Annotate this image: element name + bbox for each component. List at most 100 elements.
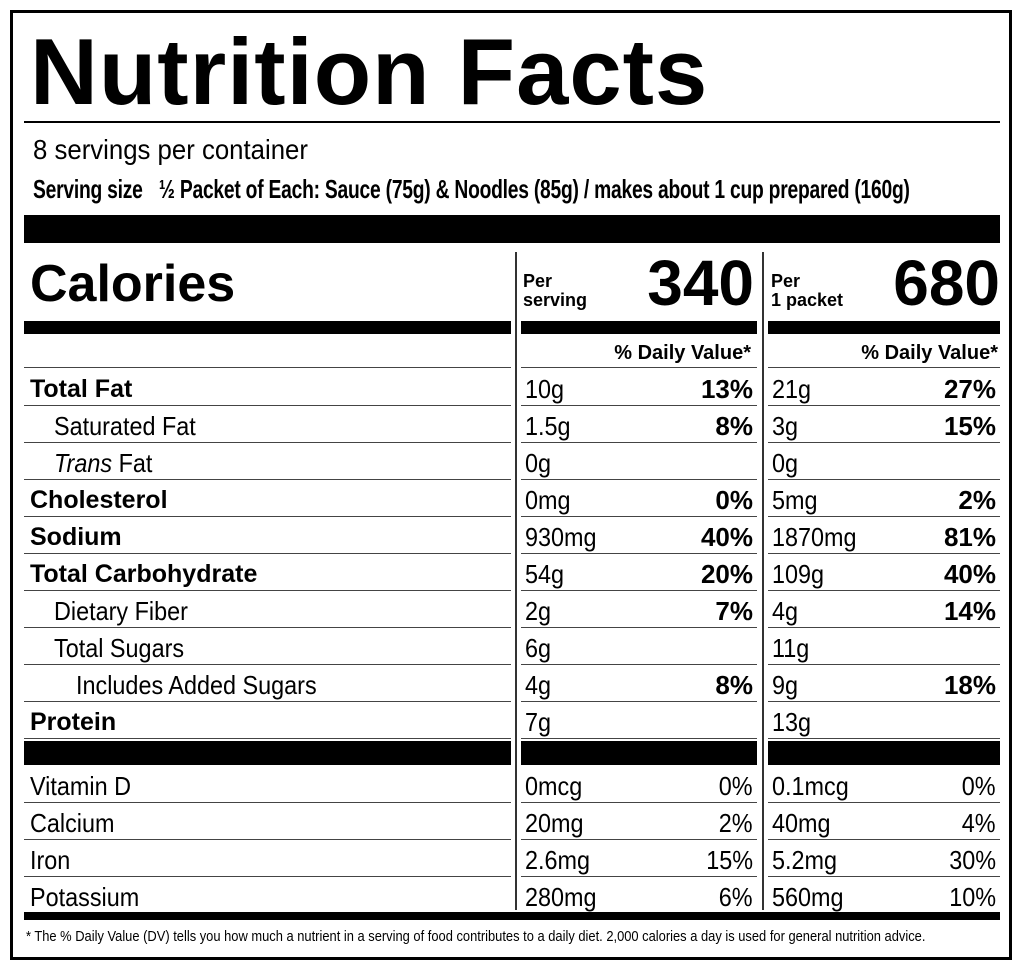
- thick-bar: [521, 321, 757, 334]
- serving-cell: 930mg 40%: [521, 517, 757, 554]
- nutrient-name: Cholesterol: [30, 480, 168, 520]
- calories-label: Calories: [30, 255, 236, 313]
- name-cell: Total Carbohydrate: [24, 554, 511, 591]
- serving-daily-value: 0%: [715, 485, 753, 515]
- calories-packet: 680: [893, 247, 1000, 319]
- nutrient-name: Total Sugars: [54, 628, 184, 668]
- packet-daily-value: 14%: [943, 596, 996, 626]
- packet-cell: 1870mg 81%: [768, 517, 1000, 554]
- dv-header: % Daily Value*: [521, 336, 757, 368]
- nutrient-name: Includes Added Sugars: [76, 665, 317, 705]
- serving-daily-value: 0%: [719, 771, 753, 801]
- packet-amount: 5mg: [772, 485, 818, 515]
- serving-cell: 20mg 2%: [521, 803, 757, 840]
- name-cell: Sodium: [24, 517, 511, 554]
- name-cell: Total Sugars: [24, 628, 511, 665]
- packet-daily-value: 30%: [949, 845, 996, 875]
- name-cell: Iron: [24, 840, 511, 877]
- packet-amount: 109g: [772, 559, 825, 589]
- nutrient-name: Protein: [30, 702, 116, 742]
- title: Nutrition Facts: [30, 19, 709, 124]
- packet-daily-value: 2%: [958, 485, 996, 515]
- serving-size: Serving size ½ Packet of Each: Sauce (75g…: [33, 174, 910, 205]
- serving-daily-value: 2%: [719, 808, 753, 838]
- serving-daily-value: 15%: [706, 845, 753, 875]
- packet-amount: 0g: [772, 448, 799, 478]
- nutrient-name-text: Saturated Fat: [54, 411, 196, 441]
- packet-daily-value: 27%: [943, 374, 996, 404]
- packet-cell: 13g: [768, 702, 1000, 739]
- nutrient-name-text: Total Carbohydrate: [30, 560, 258, 588]
- serving-daily-value: 8%: [715, 670, 753, 700]
- serving-amount: 280mg: [525, 882, 597, 912]
- nutrient-name: Total Carbohydrate: [30, 554, 257, 594]
- serving-amount: 2g: [525, 596, 552, 626]
- calories-serving: 340: [647, 247, 754, 319]
- packet-amount: 9g: [772, 670, 799, 700]
- dv-header: % Daily Value*: [768, 336, 1000, 368]
- packet-cell: 5mg 2%: [768, 480, 1000, 517]
- packet-cell: 0.1mcg 0%: [768, 766, 1000, 803]
- name-cell: Cholesterol: [24, 480, 511, 517]
- serving-daily-value: 8%: [715, 411, 753, 441]
- packet-cell: 40mg 4%: [768, 803, 1000, 840]
- serving-amount: 7g: [525, 707, 552, 737]
- column-divider: [515, 252, 517, 910]
- packet-amount: 11g: [772, 633, 810, 663]
- serving-amount: 6g: [525, 633, 552, 663]
- serving-cell: 0mg 0%: [521, 480, 757, 517]
- nutrient-name: Sodium: [30, 517, 122, 557]
- frame: [10, 10, 1012, 960]
- packet-cell: 21g 27%: [768, 369, 1000, 406]
- thick-bar: [521, 741, 757, 765]
- name-cell: Trans Fat: [24, 443, 511, 480]
- nutrient-name: Vitamin D: [30, 766, 131, 806]
- serving-amount: 1.5g: [525, 411, 571, 441]
- packet-cell: 109g 40%: [768, 554, 1000, 591]
- per-packet-label: Per 1 packet: [771, 272, 843, 310]
- dv-header-text: % Daily Value*: [861, 342, 998, 364]
- packet-cell: 0g: [768, 443, 1000, 480]
- per-serving-label: Per serving: [523, 272, 587, 310]
- nutrient-name-text: Sodium: [30, 523, 122, 551]
- nutrient-name: Calcium: [30, 803, 115, 843]
- nutrient-name-text: Vitamin D: [30, 771, 132, 801]
- nutrient-name: Total Fat: [30, 369, 132, 409]
- packet-daily-value: 4%: [962, 808, 996, 838]
- serving-amount: 0g: [525, 448, 552, 478]
- packet-cell: 4g 14%: [768, 591, 1000, 628]
- serving-cell: 2g 7%: [521, 591, 757, 628]
- serving-daily-value: 20%: [700, 559, 753, 589]
- packet-amount: 4g: [772, 596, 799, 626]
- name-cell: Protein: [24, 702, 511, 739]
- cell: [24, 336, 511, 368]
- packet-amount: 5.2mg: [772, 845, 838, 875]
- per: Per: [771, 271, 801, 291]
- nutrient-name: Dietary Fiber: [54, 591, 188, 631]
- serving-cell: 54g 20%: [521, 554, 757, 591]
- rule: [24, 121, 1000, 123]
- serving-amount: 0mcg: [525, 771, 583, 801]
- column-divider: [762, 252, 764, 910]
- nutrient-name-text: Includes Added Sugars: [76, 670, 317, 700]
- thick-bar: [24, 741, 511, 765]
- serving-daily-value: 13%: [700, 374, 753, 404]
- nutrient-name-text: Dietary Fiber: [54, 596, 188, 626]
- nutrient-name-text: Iron: [30, 845, 71, 875]
- packet-amount: 21g: [772, 374, 812, 404]
- serving-cell: 10g 13%: [521, 369, 757, 406]
- thick-bar: [24, 912, 1000, 920]
- nutrient-name-text: Total Fat: [30, 375, 133, 403]
- name-cell: Total Fat: [24, 369, 511, 406]
- serving-cell: 280mg 6%: [521, 877, 757, 914]
- packet-daily-value: 18%: [943, 670, 996, 700]
- serving-amount: 2.6mg: [525, 845, 591, 875]
- packet-daily-value: 10%: [949, 882, 996, 912]
- packet-amount: 13g: [772, 707, 812, 737]
- nutrient-name: Saturated Fat: [54, 406, 196, 446]
- serving-amount: 10g: [525, 374, 565, 404]
- servings: 8 servings per container: [33, 134, 308, 165]
- per-unit: serving: [523, 290, 588, 310]
- packet-daily-value: 0%: [962, 771, 996, 801]
- packet-cell: 3g 15%: [768, 406, 1000, 443]
